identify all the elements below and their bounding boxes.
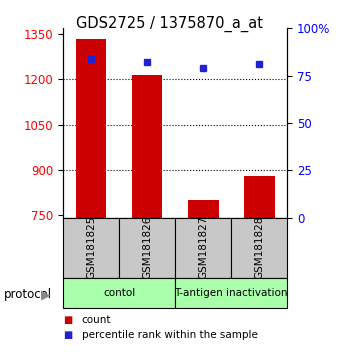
Bar xyxy=(244,176,275,218)
Text: ■: ■ xyxy=(63,315,72,325)
Text: GDS2725 / 1375870_a_at: GDS2725 / 1375870_a_at xyxy=(76,16,264,32)
Text: percentile rank within the sample: percentile rank within the sample xyxy=(82,330,257,340)
Bar xyxy=(63,278,175,308)
Text: count: count xyxy=(82,315,111,325)
Text: ▶: ▶ xyxy=(41,288,51,301)
Bar xyxy=(119,218,175,278)
Bar xyxy=(175,278,287,308)
Bar xyxy=(175,218,231,278)
Text: T-antigen inactivation: T-antigen inactivation xyxy=(174,288,288,298)
Text: GSM181826: GSM181826 xyxy=(142,216,152,280)
Text: ■: ■ xyxy=(63,330,72,340)
Bar xyxy=(63,218,119,278)
Text: GSM181825: GSM181825 xyxy=(86,216,96,280)
Bar xyxy=(132,75,163,218)
Text: GSM181827: GSM181827 xyxy=(198,216,208,280)
Bar xyxy=(231,218,287,278)
Bar xyxy=(188,200,219,218)
Text: protocol: protocol xyxy=(3,288,52,301)
Bar xyxy=(75,39,106,218)
Text: contol: contol xyxy=(103,288,135,298)
Text: GSM181828: GSM181828 xyxy=(254,216,264,280)
